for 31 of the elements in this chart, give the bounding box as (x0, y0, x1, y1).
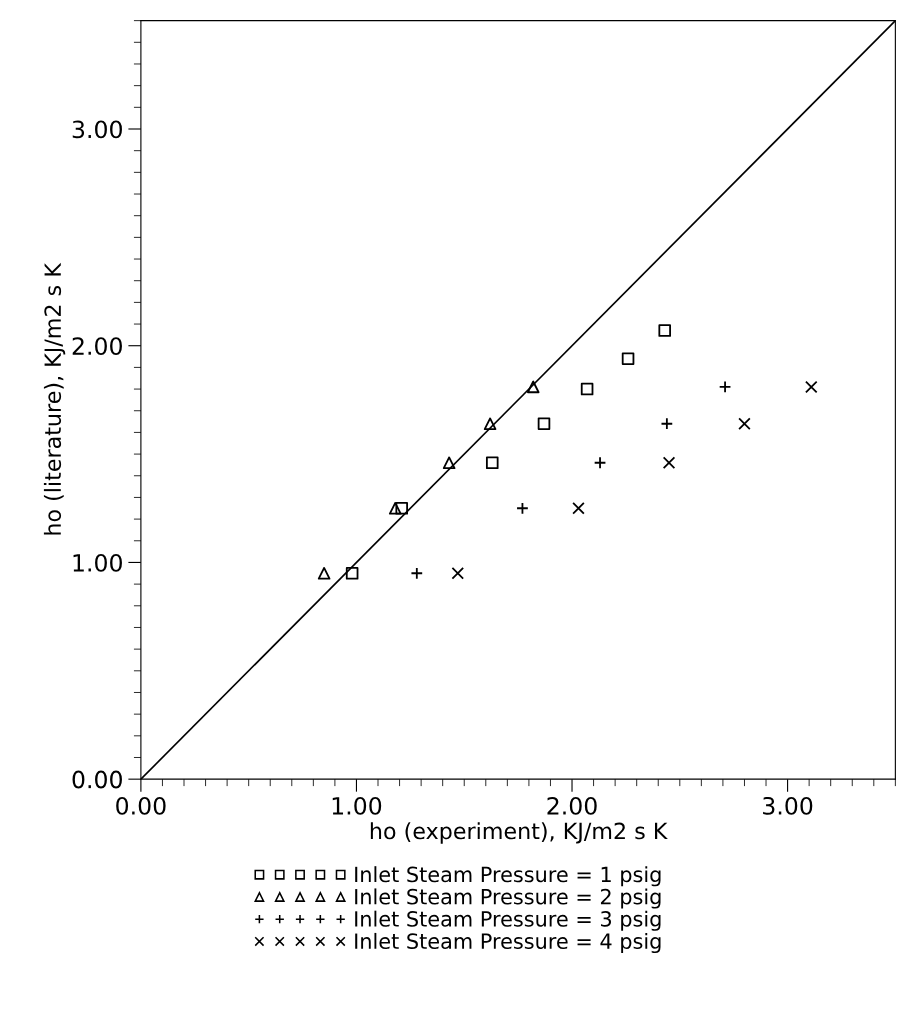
point (485, 456, 499, 470)
point (483, 417, 497, 431)
point (658, 324, 671, 337)
point (738, 417, 751, 431)
point (526, 380, 540, 394)
y-tick-label: 1.00 (73, 553, 122, 572)
y-tick-label: 2.00 (72, 337, 122, 356)
point (805, 380, 818, 394)
point (537, 417, 551, 431)
point (621, 352, 635, 366)
legend-label: Inlet Steam Pressure = 4 psig (355, 932, 661, 954)
y-tick-label: 0.00 (72, 770, 122, 789)
point (442, 456, 456, 470)
point (345, 566, 359, 580)
point (662, 456, 676, 470)
x-tick-label: 1.00 (332, 796, 382, 815)
point (451, 566, 465, 580)
legend-label: Inlet Steam Pressure = 2 psig (355, 888, 661, 909)
x-axis-title: ho (experiment), KJ/m2 s K (370, 822, 668, 844)
point (388, 501, 402, 515)
x-tick-label: 3.00 (763, 796, 813, 815)
y-axis-title: ho (literature), KJ/m2 s K (43, 262, 66, 535)
point (395, 501, 409, 515)
point (580, 382, 594, 396)
legend-label: Inlet Steam Pressure = 1 psig (355, 866, 661, 887)
legend-label: Inlet Steam Pressure = 3 psig (355, 910, 661, 931)
x-tick-label: 2.00 (547, 796, 597, 815)
point (572, 501, 585, 515)
point (317, 566, 331, 580)
x-tick-label: 0.00 (116, 796, 166, 815)
y-tick-label: 3.00 (72, 120, 122, 139)
